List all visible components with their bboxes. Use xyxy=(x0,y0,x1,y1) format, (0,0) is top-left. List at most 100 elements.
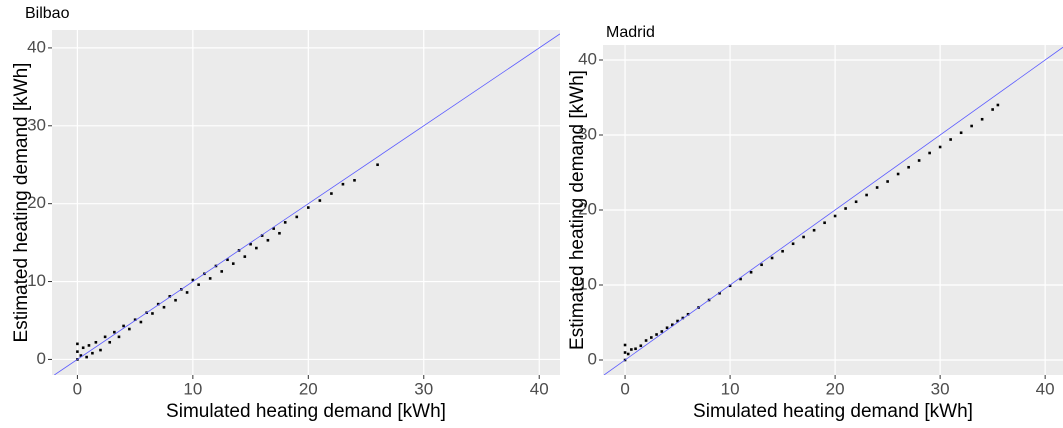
x-tick-label: 0 xyxy=(73,379,82,398)
point xyxy=(318,199,322,202)
x-tick-label: 20 xyxy=(826,379,845,398)
point xyxy=(168,295,172,298)
point xyxy=(185,291,189,294)
point xyxy=(79,354,83,357)
point xyxy=(686,312,690,316)
point xyxy=(896,172,900,176)
point xyxy=(341,182,345,186)
y-axis-label: Estimated heating demand [kWh] xyxy=(11,63,32,343)
x-tick-label: 10 xyxy=(721,379,740,398)
point xyxy=(970,124,973,128)
point xyxy=(623,351,627,354)
point xyxy=(76,350,79,353)
point xyxy=(676,319,679,323)
point xyxy=(220,270,224,273)
point xyxy=(938,145,942,149)
point xyxy=(272,227,275,230)
point xyxy=(875,186,879,189)
point xyxy=(81,346,85,350)
point xyxy=(191,278,195,282)
x-tick-label: 30 xyxy=(414,379,433,398)
point xyxy=(996,103,1000,107)
chart-title: Madrid xyxy=(606,24,655,41)
panel: 0 10 20 30 40 0 10 20 30 40 Madrid Simulated heatin… xyxy=(567,24,1063,422)
point xyxy=(307,206,310,209)
x-tick-label: 40 xyxy=(1036,379,1055,398)
x-tick-label: 30 xyxy=(931,379,950,398)
point xyxy=(151,312,154,315)
y-tick-label: 0 xyxy=(588,349,597,368)
point xyxy=(844,207,847,210)
y-tick-label: 10 xyxy=(27,271,46,290)
point xyxy=(650,336,653,339)
x-tick-label: 0 xyxy=(620,379,629,398)
point xyxy=(99,348,102,352)
panel: 0 10 20 30 40 0 10 20 30 40 Bilbao Simulated heatin… xyxy=(11,5,560,422)
point xyxy=(243,255,247,258)
point xyxy=(739,277,742,281)
point xyxy=(162,305,166,309)
point xyxy=(85,355,88,359)
point xyxy=(749,270,753,274)
point xyxy=(671,323,674,327)
point xyxy=(139,320,143,324)
x-axis-label: Simulated heating demand [kWh] xyxy=(693,401,973,422)
point xyxy=(117,335,121,339)
point xyxy=(103,335,107,339)
y-axis-label: Estimated heating demand [kWh] xyxy=(567,70,588,350)
x-tick-label: 40 xyxy=(530,379,549,398)
y-tick-label: 40 xyxy=(27,37,46,56)
point xyxy=(760,263,763,267)
point xyxy=(353,179,356,182)
point xyxy=(854,200,858,204)
point xyxy=(718,291,721,295)
point xyxy=(76,342,79,346)
point xyxy=(917,159,921,162)
y-tick-label: 20 xyxy=(27,193,46,212)
point xyxy=(770,256,774,260)
point xyxy=(128,327,131,331)
point xyxy=(113,330,116,334)
y-tick-label: 0 xyxy=(37,349,46,368)
point xyxy=(980,117,984,121)
point xyxy=(781,249,784,253)
point xyxy=(260,234,264,237)
point xyxy=(108,340,112,344)
identity-line xyxy=(603,46,1063,375)
point xyxy=(660,330,664,333)
point xyxy=(295,215,299,219)
point xyxy=(255,246,258,250)
point xyxy=(208,277,212,280)
point xyxy=(886,180,889,183)
point xyxy=(728,284,732,288)
point xyxy=(226,258,229,262)
point xyxy=(928,151,931,155)
point xyxy=(791,242,795,246)
point xyxy=(865,193,868,197)
point xyxy=(156,302,160,306)
point xyxy=(959,131,963,135)
point xyxy=(91,351,94,355)
point xyxy=(833,214,837,218)
point xyxy=(122,324,125,328)
point xyxy=(94,340,98,344)
y-tick-label: 40 xyxy=(578,49,597,68)
point xyxy=(283,221,287,224)
point xyxy=(639,344,643,348)
point xyxy=(949,138,952,141)
point xyxy=(823,221,826,225)
point xyxy=(376,163,379,167)
point xyxy=(991,108,994,111)
point xyxy=(644,339,648,342)
point xyxy=(266,238,270,242)
y-tick-label: 10 xyxy=(578,274,597,293)
point xyxy=(626,352,630,356)
identity-line xyxy=(54,33,560,375)
point xyxy=(278,231,281,235)
point xyxy=(812,228,816,232)
point xyxy=(197,283,200,286)
point xyxy=(330,192,333,195)
plot-background xyxy=(52,30,560,375)
point xyxy=(907,165,910,169)
